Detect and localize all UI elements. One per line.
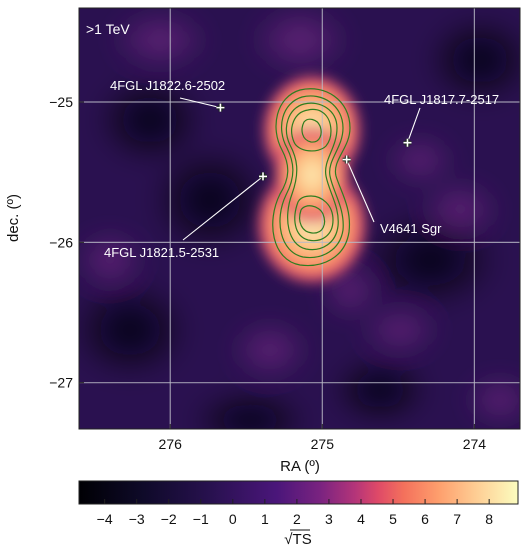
source-label-v4641: V4641 Sgr bbox=[380, 221, 442, 236]
contour-level-3 bbox=[285, 102, 339, 251]
colorbar-ticks: −4 −3 −2 −1 0 1 2 3 4 5 6 7 8 bbox=[97, 499, 493, 527]
source-marker bbox=[342, 155, 351, 164]
colorbar-tick-label: 2 bbox=[293, 511, 301, 527]
source-marker bbox=[403, 138, 412, 147]
source-label-j1817: 4FGL J1817.7-2517 bbox=[384, 92, 499, 107]
colorbar-tick-label: −4 bbox=[97, 511, 113, 527]
colorbar-tick-label: 1 bbox=[261, 511, 269, 527]
ts-contours bbox=[272, 88, 351, 267]
source-label-j1821: 4FGL J1821.5-2531 bbox=[104, 245, 219, 260]
x-tick-label: 275 bbox=[311, 436, 335, 452]
leader-line bbox=[406, 107, 421, 143]
source-marker bbox=[259, 172, 268, 181]
colorbar-tick-label: 0 bbox=[229, 511, 237, 527]
y-axis-label: dec. (º) bbox=[5, 194, 22, 242]
contour-level-5 bbox=[294, 195, 334, 242]
colorbar-tick-label: −3 bbox=[129, 511, 145, 527]
y-tick-label: −26 bbox=[49, 234, 73, 250]
heatmap bbox=[79, 8, 520, 429]
plot-frame bbox=[78, 7, 521, 430]
source-markers bbox=[216, 103, 412, 181]
colorbar-label: √TS bbox=[284, 531, 311, 548]
y-tick-label: −25 bbox=[49, 94, 73, 110]
annotation-leaders bbox=[179, 97, 421, 241]
colorbar-tick-label: 5 bbox=[389, 511, 397, 527]
contour-level-6 bbox=[301, 118, 322, 143]
colorbar-tick-label: 3 bbox=[325, 511, 333, 527]
colorbar-tick-label: 7 bbox=[453, 511, 461, 527]
colorbar-tick-label: −2 bbox=[161, 511, 177, 527]
colorbar bbox=[78, 480, 519, 505]
source-label-j1822: 4FGL J1822.6-2502 bbox=[110, 78, 225, 93]
colorbar-tick-label: −1 bbox=[193, 511, 209, 527]
contour-level-1 bbox=[272, 88, 351, 267]
leader-line bbox=[179, 97, 221, 109]
y-axis-ticks: −25 −26 −27 bbox=[49, 94, 84, 391]
leader-line bbox=[182, 175, 264, 241]
contour-level-7 bbox=[299, 205, 326, 234]
colorbar-tick-label: 6 bbox=[421, 511, 429, 527]
x-tick-label: 276 bbox=[159, 436, 183, 452]
x-axis-ticks: 276 275 274 bbox=[159, 424, 487, 452]
colorbar-tick-label: 8 bbox=[485, 511, 493, 527]
contour-level-2 bbox=[279, 95, 344, 259]
y-tick-label: −27 bbox=[49, 375, 73, 391]
background-texture bbox=[79, 8, 520, 429]
contour-level-4 bbox=[291, 108, 332, 152]
leader-line bbox=[346, 159, 375, 223]
energy-label: >1 TeV bbox=[86, 21, 130, 37]
colorbar-tick-label: 4 bbox=[357, 511, 365, 527]
x-axis-label: RA (º) bbox=[280, 458, 320, 475]
source-marker bbox=[216, 103, 225, 112]
x-tick-label: 274 bbox=[463, 436, 487, 452]
grid bbox=[79, 8, 520, 429]
